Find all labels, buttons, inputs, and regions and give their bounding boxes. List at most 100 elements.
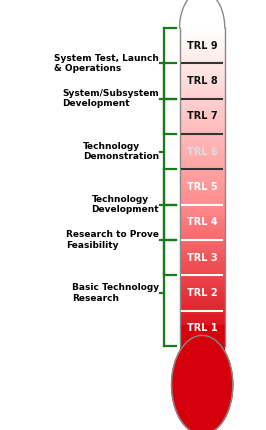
Bar [180,289,225,290]
Bar [180,332,225,333]
Bar [180,340,225,341]
Bar [180,154,225,155]
Bar [180,219,225,220]
Bar [180,212,225,214]
Bar [180,144,225,146]
Bar [180,123,225,124]
Bar [180,315,225,316]
Bar [180,306,225,307]
Bar [180,319,225,321]
Bar [180,202,225,203]
Bar [180,277,225,278]
Bar [180,264,225,266]
Bar [180,232,225,233]
Text: TRL 2: TRL 2 [187,288,218,298]
Bar [180,246,225,248]
Bar [180,32,225,33]
Bar [180,64,225,65]
Bar [180,326,225,327]
Bar [180,249,225,250]
Bar [180,132,225,133]
Bar [180,164,225,165]
Bar [180,271,225,272]
Bar [180,217,225,218]
Bar [180,57,225,58]
Bar [180,166,225,167]
Bar [180,223,225,224]
Bar [180,119,225,120]
Text: System/Subsystem
Development: System/Subsystem Development [62,89,159,108]
Bar [180,165,225,166]
Bar [180,296,225,298]
Bar [180,337,225,338]
Bar [180,71,225,73]
Bar [180,218,225,219]
Bar [180,194,225,196]
Bar [180,51,225,52]
Bar [180,45,225,46]
Bar [180,282,225,283]
Bar [180,92,225,94]
Bar [180,214,225,215]
Bar [180,78,225,79]
Bar [180,157,225,158]
Bar [180,102,225,103]
Bar [180,176,225,178]
Bar [180,287,225,288]
Bar [180,241,225,242]
Bar [180,323,225,324]
Bar [180,258,225,259]
Text: TRL 4: TRL 4 [187,218,218,227]
Text: Research to Prove
Feasibility: Research to Prove Feasibility [66,230,159,250]
Bar [180,203,225,204]
Bar [180,342,225,343]
Bar [180,259,225,260]
Bar [180,55,225,57]
Bar [180,256,225,257]
Bar [180,75,225,76]
Bar [180,222,225,223]
Bar [180,191,225,192]
Bar [180,103,225,104]
Bar [180,131,225,132]
Bar [180,198,225,199]
Bar [180,50,225,51]
Bar [180,183,225,184]
Bar [180,152,225,153]
Bar [180,298,225,299]
Bar [180,305,225,306]
Bar [180,108,225,110]
Bar [180,40,225,41]
Bar [180,185,225,186]
Bar [180,49,225,50]
Bar [180,224,225,225]
Bar [180,134,225,135]
Bar [180,236,225,237]
Bar [180,65,225,66]
Bar [180,66,225,67]
Bar [180,233,225,234]
Bar [180,130,225,131]
Bar [180,148,225,149]
Bar [180,208,225,209]
Text: TRL 3: TRL 3 [187,253,218,263]
Bar [180,172,225,173]
Bar [180,83,225,84]
Bar [180,52,225,53]
Bar [180,215,225,216]
Bar [180,270,225,271]
Bar [180,197,225,198]
Bar [180,167,225,168]
Bar [180,31,225,32]
Bar [180,69,225,71]
Bar [180,82,225,83]
Bar [180,243,225,244]
Bar [180,160,225,162]
Bar [180,275,225,276]
Bar [180,178,225,180]
Bar [180,248,225,249]
Bar [180,235,225,236]
Bar [180,196,225,197]
Bar [180,63,225,64]
Bar [180,280,225,282]
